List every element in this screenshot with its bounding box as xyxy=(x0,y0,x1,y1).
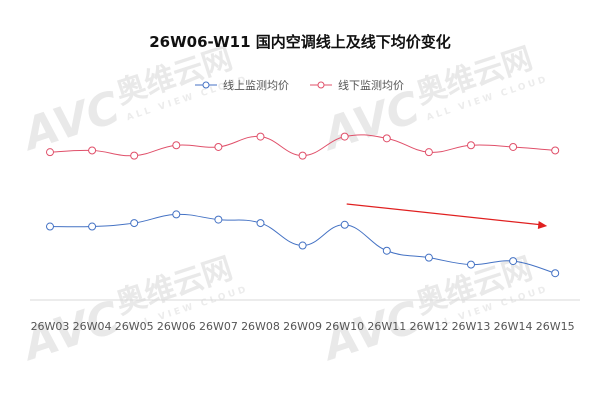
data-point xyxy=(424,253,433,262)
x-tick-label: 26W12 xyxy=(409,320,448,333)
trend-arrow-line xyxy=(346,203,544,226)
data-point xyxy=(46,222,54,231)
data-point xyxy=(172,141,181,150)
legend-label: 线上监测均价 xyxy=(223,78,289,92)
data-point xyxy=(214,142,223,151)
data-point xyxy=(382,246,391,255)
data-point xyxy=(340,220,349,229)
data-point xyxy=(130,151,139,160)
data-point xyxy=(172,210,181,219)
data-point xyxy=(46,148,54,157)
x-tick-label: 26W11 xyxy=(367,320,406,333)
x-tick-label: 26W14 xyxy=(494,320,533,333)
x-tick-label: 26W04 xyxy=(73,320,112,333)
data-point xyxy=(214,215,223,224)
x-tick-label: 26W15 xyxy=(536,320,575,333)
data-point xyxy=(551,269,560,278)
x-tick-label: 26W09 xyxy=(283,320,322,333)
data-point xyxy=(256,132,265,141)
legend-swatch-marker xyxy=(202,81,210,89)
data-point xyxy=(88,222,97,231)
data-point xyxy=(509,257,518,266)
series-layer xyxy=(46,132,560,278)
watermark-logo: AVC xyxy=(315,82,426,162)
legend: 线上监测均价 线下监测均价 xyxy=(195,78,404,92)
chart-title: 26W06-W11 国内空调线上及线下均价变化 xyxy=(149,33,451,51)
data-point xyxy=(298,241,307,250)
data-point xyxy=(551,146,560,155)
data-point xyxy=(509,142,518,151)
trend-arrow-layer xyxy=(346,203,548,229)
data-point xyxy=(130,219,139,228)
x-tick-label: 26W05 xyxy=(115,320,154,333)
data-point xyxy=(467,141,475,150)
x-tick-label: 26W03 xyxy=(31,320,70,333)
legend-swatch-marker xyxy=(317,81,325,89)
data-point xyxy=(467,260,475,269)
trend-arrow-head xyxy=(537,221,548,229)
x-tick-label: 26W08 xyxy=(241,320,280,333)
x-tick-label: 26W10 xyxy=(325,320,364,333)
watermark-logo: AVC xyxy=(15,82,126,162)
data-point xyxy=(298,151,307,160)
data-point xyxy=(382,134,391,143)
data-point xyxy=(256,219,265,228)
legend-label: 线下监测均价 xyxy=(338,78,404,92)
x-tick-label: 26W13 xyxy=(452,320,491,333)
x-tick-label: 26W07 xyxy=(199,320,238,333)
x-tick-labels: 26W03 26W04 26W05 26W06 26W07 26W08 26W09 26W10… xyxy=(31,320,575,333)
x-tick-label: 26W06 xyxy=(157,320,196,333)
data-point xyxy=(88,146,97,155)
data-point xyxy=(340,132,349,141)
data-point xyxy=(424,148,433,157)
